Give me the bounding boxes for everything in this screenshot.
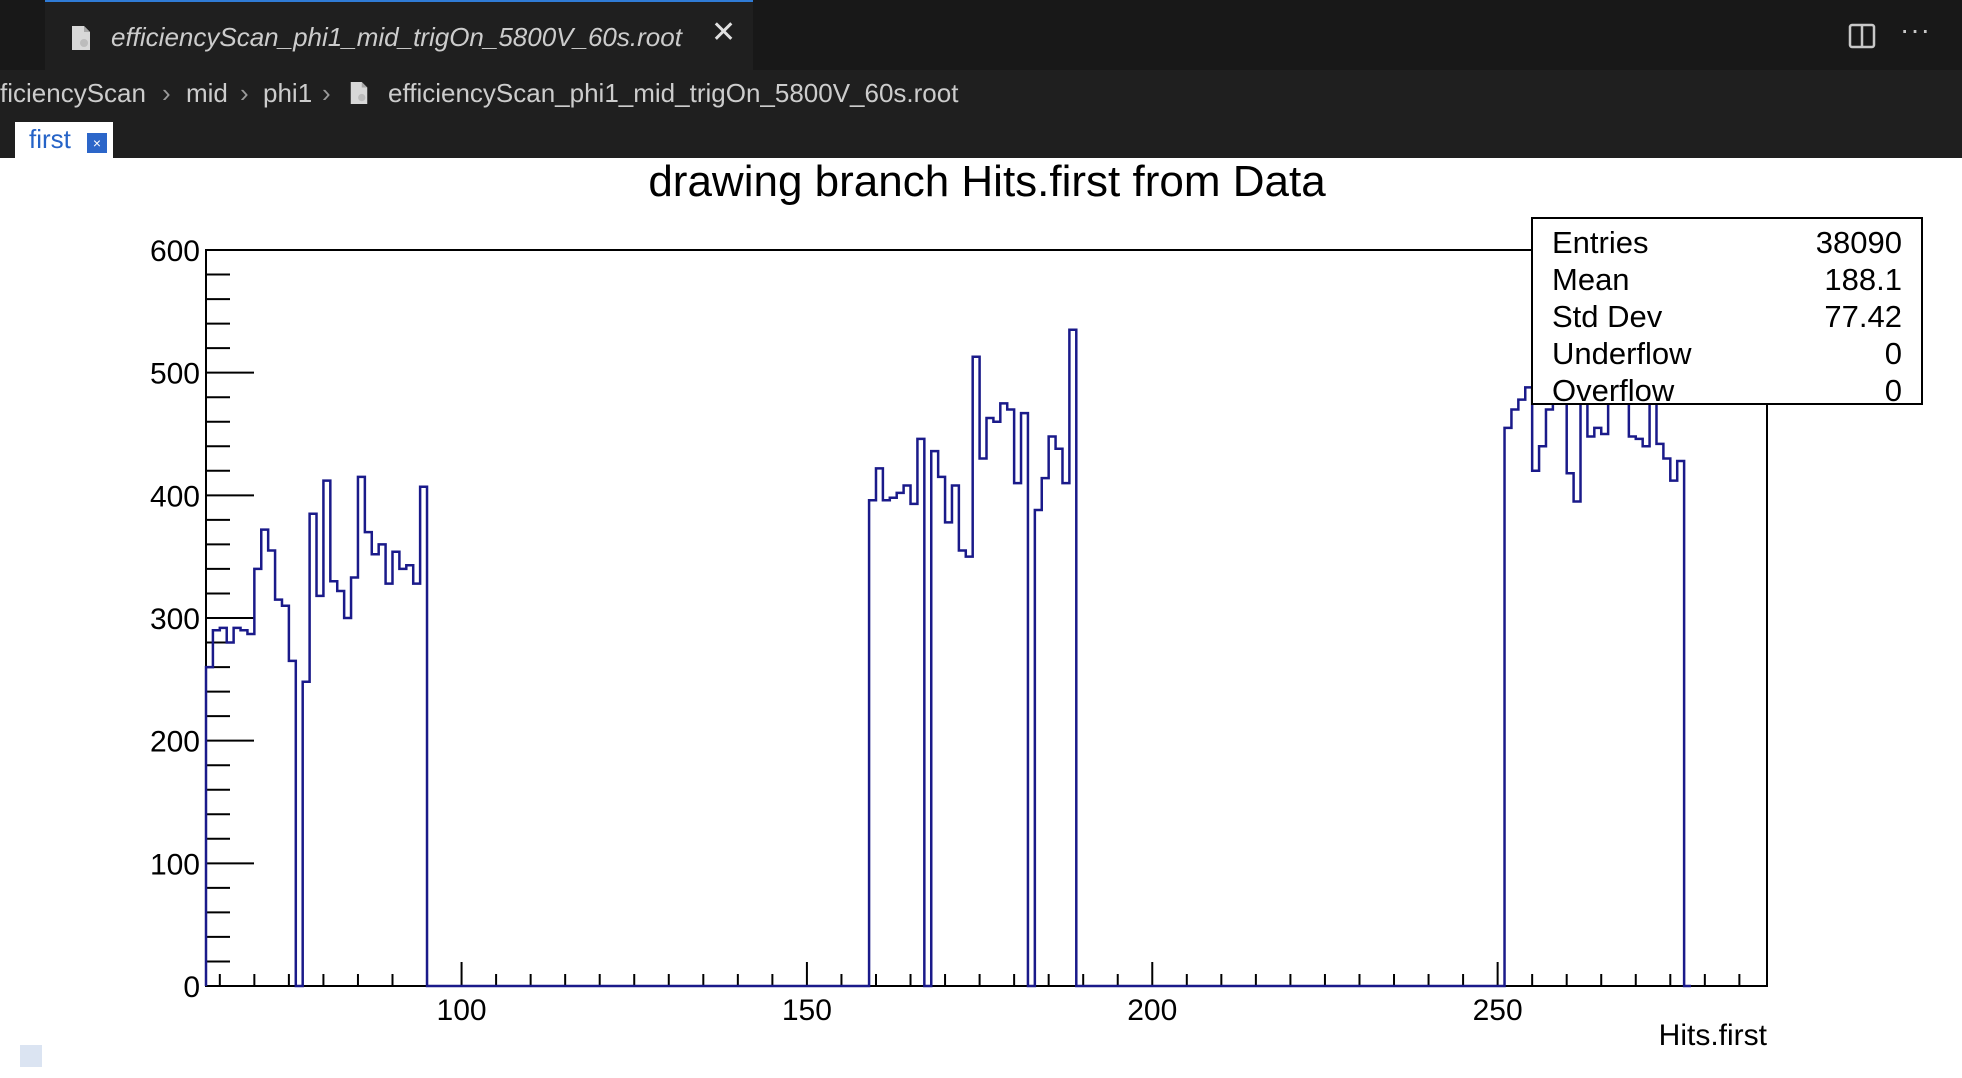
editor-tab-bar: efficiencyScan_phi1_mid_trigOn_5800V_60s…: [0, 0, 1962, 70]
y-tick-label: 600: [150, 235, 200, 268]
y-tick-label: 200: [150, 726, 200, 759]
y-tick-label: 500: [150, 358, 200, 391]
stats-label: Overflow: [1552, 373, 1675, 408]
stats-value: 77.42: [1824, 299, 1902, 334]
editor-tab[interactable]: efficiencyScan_phi1_mid_trigOn_5800V_60s…: [45, 0, 753, 70]
chevron-right-icon: ›: [162, 78, 171, 108]
breadcrumb-item-mid[interactable]: mid: [186, 78, 228, 108]
y-tick-label: 100: [150, 848, 200, 881]
breadcrumb: ficiencyScan › mid › phi1 › efficiencySc…: [0, 70, 1962, 122]
canvas-tab-label: first: [29, 124, 71, 154]
chevron-right-icon: ›: [322, 78, 331, 108]
breadcrumb-item-file[interactable]: efficiencyScan_phi1_mid_trigOn_5800V_60s…: [388, 78, 959, 108]
breadcrumb-item-folder[interactable]: ficiencyScan: [0, 78, 146, 108]
close-icon[interactable]: ✕: [711, 16, 737, 49]
more-actions-icon[interactable]: ···: [1900, 14, 1931, 45]
stats-value: 38090: [1816, 225, 1902, 260]
stats-label: Entries: [1552, 225, 1648, 260]
x-tick-label: 100: [437, 994, 487, 1027]
file-icon: [348, 80, 370, 113]
canvas-tab-bar: first ×: [0, 122, 1962, 158]
y-tick-label: 400: [150, 480, 200, 513]
file-icon: [69, 24, 93, 57]
canvas-status-square: [20, 1045, 42, 1067]
stats-value: 0: [1885, 373, 1902, 408]
split-editor-icon[interactable]: [1848, 22, 1876, 55]
stats-label: Underflow: [1552, 336, 1692, 371]
x-tick-label: 200: [1127, 994, 1177, 1027]
stats-box: Entries 38090 Mean 188.1 Std Dev 77.42 Underfl…: [1531, 217, 1923, 408]
y-tick-label: 300: [150, 603, 200, 636]
chart-title: drawing branch Hits.first from Data: [648, 158, 1326, 206]
histogram-series-line: [204, 328, 1692, 988]
close-icon[interactable]: ×: [87, 133, 107, 153]
x-tick-label: 250: [1473, 994, 1523, 1027]
stats-value: 188.1: [1824, 262, 1902, 297]
stats-label: Std Dev: [1552, 299, 1663, 334]
histogram-canvas[interactable]: drawing branch Hits.first from Data 0 100…: [0, 158, 1962, 1078]
y-tick-label: 0: [183, 971, 200, 1004]
chevron-right-icon: ›: [240, 78, 249, 108]
stats-value: 0: [1885, 336, 1902, 371]
canvas-tab-first[interactable]: first ×: [12, 122, 113, 158]
x-axis-label: Hits.first: [1659, 1019, 1768, 1052]
breadcrumb-item-phi1[interactable]: phi1: [263, 78, 313, 108]
stats-label: Mean: [1552, 262, 1630, 297]
tab-title: efficiencyScan_phi1_mid_trigOn_5800V_60s…: [111, 22, 682, 52]
x-tick-label: 150: [782, 994, 832, 1027]
